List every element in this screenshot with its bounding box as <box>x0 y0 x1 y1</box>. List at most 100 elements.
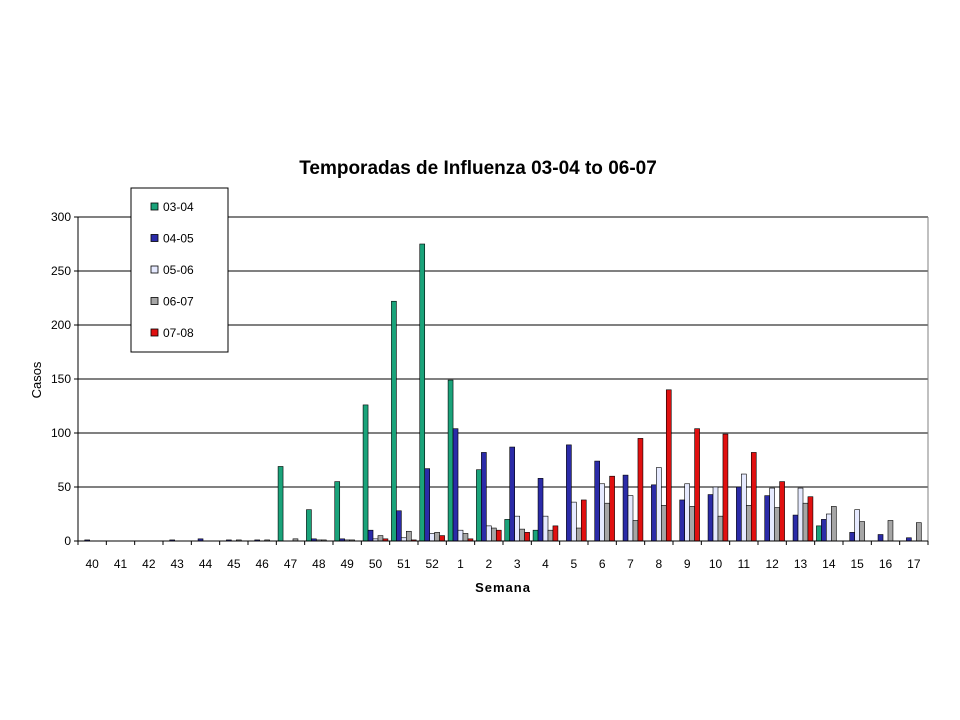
bar <box>452 428 459 542</box>
bar <box>476 469 482 542</box>
bar <box>779 481 785 542</box>
bar <box>859 521 865 542</box>
x-tick-label: 17 <box>907 557 921 571</box>
x-tick-label: 15 <box>850 557 864 571</box>
x-tick-label: 6 <box>599 557 606 571</box>
legend-swatch <box>150 234 159 242</box>
bar <box>826 513 832 542</box>
bar <box>594 460 600 542</box>
x-tick-label: 3 <box>514 557 521 571</box>
bar <box>877 534 884 542</box>
x-tick-label: 45 <box>227 557 241 571</box>
bar <box>547 529 554 542</box>
bar <box>750 452 757 542</box>
bar <box>821 519 827 542</box>
bar <box>769 487 775 542</box>
bar <box>741 473 747 542</box>
bar <box>651 484 657 542</box>
x-tick-label: 13 <box>794 557 808 571</box>
legend-label: 04-05 <box>163 232 194 246</box>
bar <box>396 510 402 542</box>
x-axis-title: Semana <box>475 580 531 595</box>
bar <box>764 495 770 542</box>
x-tick-label: 2 <box>485 557 492 571</box>
legend-label: 07-08 <box>163 326 194 340</box>
x-tick-label: 47 <box>284 557 298 571</box>
x-tick-label: 51 <box>397 557 411 571</box>
legend-label: 03-04 <box>163 200 194 214</box>
bar <box>424 468 430 542</box>
bar <box>542 515 549 542</box>
legend-swatch <box>150 265 159 274</box>
bar <box>566 444 572 542</box>
y-tick-label: 300 <box>51 210 71 224</box>
x-tick-label: 46 <box>255 557 269 571</box>
bar <box>537 478 544 542</box>
bar <box>391 300 397 542</box>
bar <box>447 379 454 542</box>
bar <box>679 499 685 542</box>
bar <box>599 483 605 542</box>
bar <box>429 533 435 542</box>
x-tick-label: 5 <box>570 557 577 571</box>
legend-label: 06-07 <box>163 295 194 309</box>
bar <box>609 475 615 542</box>
bar <box>916 522 922 542</box>
x-tick-label: 8 <box>655 557 662 571</box>
bar <box>367 529 374 542</box>
bar <box>377 535 384 542</box>
bar <box>277 466 284 542</box>
x-tick-label: 48 <box>312 557 326 571</box>
x-tick-label: 44 <box>199 557 213 571</box>
legend-swatch <box>150 202 159 211</box>
bar <box>576 527 582 542</box>
bar <box>689 506 695 542</box>
bar <box>434 532 440 542</box>
bar <box>792 514 799 542</box>
bar <box>797 487 804 542</box>
bar <box>637 438 644 542</box>
bar <box>406 530 412 542</box>
y-tick-label: 0 <box>64 534 71 548</box>
bar <box>661 505 667 542</box>
bar <box>419 243 426 542</box>
y-tick-label: 200 <box>51 318 71 332</box>
bar <box>306 509 312 542</box>
x-tick-label: 7 <box>627 557 634 571</box>
legend-swatch <box>150 328 159 337</box>
bar <box>849 532 855 542</box>
bar <box>491 527 497 542</box>
bar <box>552 525 559 542</box>
bar <box>622 474 629 542</box>
bar <box>656 467 662 542</box>
bar <box>524 532 530 542</box>
bar <box>746 505 752 542</box>
x-tick-label: 4 <box>542 557 549 571</box>
bar <box>707 494 714 542</box>
bar <box>854 509 860 542</box>
legend-label: 05-06 <box>163 263 194 277</box>
bar <box>632 520 639 542</box>
x-tick-label: 11 <box>738 557 751 571</box>
x-tick-label: 41 <box>114 557 128 571</box>
x-tick-label: 40 <box>85 557 99 571</box>
x-tick-label: 43 <box>170 557 184 571</box>
bar <box>362 404 369 542</box>
legend-box <box>130 187 229 353</box>
x-tick-label: 52 <box>425 557 439 571</box>
y-tick-label: 250 <box>51 264 71 278</box>
bar <box>722 433 729 542</box>
x-tick-label: 14 <box>822 557 836 571</box>
bar <box>802 502 809 542</box>
x-tick-label: 1 <box>457 557 464 571</box>
x-tick-label: 10 <box>709 557 723 571</box>
bar <box>532 529 539 542</box>
bar <box>712 486 719 542</box>
bar <box>481 452 487 542</box>
x-tick-label: 9 <box>684 557 691 571</box>
bar <box>694 428 700 542</box>
y-tick-label: 150 <box>51 372 71 386</box>
x-tick-label: 16 <box>879 557 893 571</box>
bar <box>887 520 894 542</box>
y-axis-title: Casos <box>29 361 44 398</box>
